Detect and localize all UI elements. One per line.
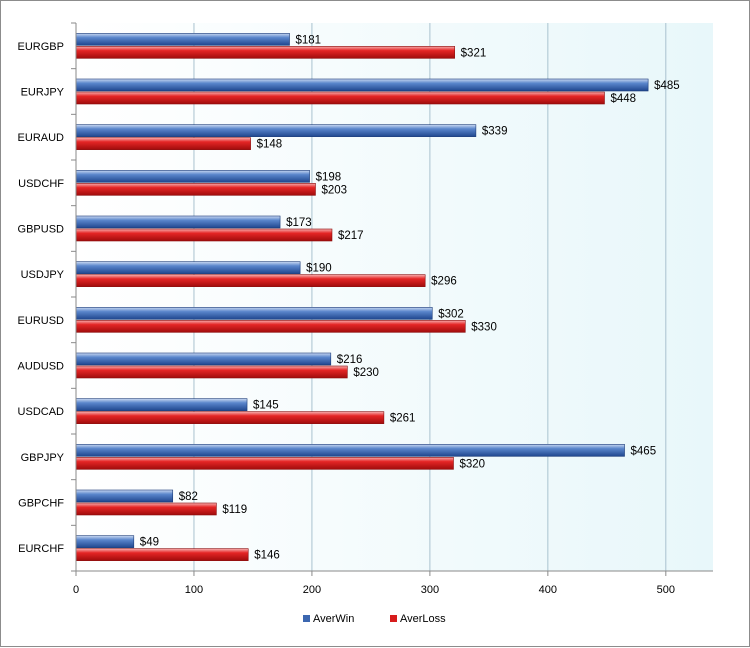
plot-area — [76, 23, 713, 571]
x-tick-label-400: 400 — [539, 584, 557, 596]
data-label-averwin-eurusd: $302 — [438, 308, 464, 320]
bar-averwin-usdcad — [75, 398, 248, 411]
bar-averwin-gbpjpy — [75, 444, 625, 457]
legend: AverWin AverLoss — [303, 613, 446, 625]
bar-averloss-euraud — [75, 137, 251, 150]
category-label-gbpjpy: GBPJPY — [21, 452, 65, 464]
data-label-averloss-eurjpy: $448 — [610, 93, 636, 105]
category-label-euraud: EURAUD — [18, 132, 65, 144]
bar-averwin-gbpusd — [75, 215, 281, 229]
bar-averloss-eurgbp — [75, 46, 455, 59]
data-label-averwin-gbpusd: $173 — [286, 217, 312, 229]
data-label-averloss-usdjpy: $296 — [431, 276, 457, 288]
data-label-averwin-usdcad: $145 — [253, 400, 279, 412]
category-label-audusd: AUDUSD — [18, 361, 65, 373]
x-tick-label-100: 100 — [185, 584, 203, 596]
bar-averloss-eurjpy — [75, 91, 605, 105]
data-label-averloss-usdchf: $203 — [321, 184, 347, 196]
x-tick-label-300: 300 — [421, 584, 439, 596]
data-label-averwin-audusd: $216 — [337, 354, 363, 366]
bar-averwin-eurchf — [75, 535, 135, 548]
data-label-averloss-eurchf: $146 — [254, 550, 280, 562]
data-label-averwin-euraud: $339 — [482, 126, 508, 138]
category-label-usdcad: USDCAD — [18, 406, 65, 418]
data-label-averloss-eurgbp: $321 — [461, 47, 487, 59]
x-tick-label-0: 0 — [73, 584, 79, 596]
legend-label-averwin: AverWin — [313, 613, 354, 625]
data-label-averloss-gbpchf: $119 — [222, 504, 247, 516]
bar-averwin-gbpchf — [75, 489, 174, 503]
bar-averwin-usdchf — [75, 170, 310, 183]
grid-lines — [193, 23, 667, 571]
category-label-eurgbp: EURGBP — [18, 41, 64, 53]
bar-averwin-eurusd — [75, 307, 433, 320]
bar-averwin-audusd — [75, 352, 332, 366]
bar-averloss-usdchf — [75, 183, 316, 196]
bar-averloss-eurusd — [75, 320, 466, 333]
plot-background — [76, 23, 713, 571]
data-label-averwin-gbpjpy: $465 — [631, 445, 657, 457]
data-label-averwin-gbpchf: $82 — [179, 491, 198, 503]
legend-swatch-averwin — [303, 615, 310, 622]
data-label-averwin-eurchf: $49 — [140, 537, 159, 549]
bar-averloss-gbpchf — [75, 502, 217, 516]
data-label-averloss-eurusd: $330 — [471, 321, 497, 333]
bar-averwin-usdjpy — [75, 261, 301, 274]
bar-averloss-usdjpy — [75, 274, 426, 287]
category-label-gbpchf: GBPCHF — [18, 498, 64, 510]
category-label-eurusd: EURUSD — [18, 315, 65, 327]
bar-averloss-gbpusd — [75, 228, 333, 242]
category-label-eurchf: EURCHF — [18, 543, 64, 555]
bar-averwin-eurgbp — [75, 33, 290, 46]
x-tick-label-500: 500 — [657, 584, 675, 596]
data-label-averwin-eurjpy: $485 — [654, 80, 680, 92]
data-label-averloss-euraud: $148 — [257, 139, 283, 151]
bar-averloss-audusd — [75, 365, 348, 379]
category-label-gbpusd: GBPUSD — [18, 224, 65, 236]
data-label-averwin-usdjpy: $190 — [306, 263, 332, 275]
category-label-usdchf: USDCHF — [18, 178, 64, 190]
axes: 0 100 200 300 400 500 — [71, 22, 713, 596]
bar-averloss-gbpjpy — [75, 457, 454, 470]
data-label-averwin-eurgbp: $181 — [296, 34, 322, 46]
bar-averloss-eurchf — [75, 548, 249, 561]
category-label-usdjpy: USDJPY — [21, 269, 65, 281]
bar-averwin-eurjpy — [75, 78, 649, 92]
bar-averwin-euraud — [75, 124, 477, 137]
x-tick-label-200: 200 — [303, 584, 321, 596]
bars: $181 $321 EURGBP $485 $448 EURJPY $339 $148 EURA… — [18, 33, 680, 562]
bar-averloss-usdcad — [75, 411, 385, 424]
legend-swatch-averloss — [390, 615, 397, 622]
data-label-averloss-gbpusd: $217 — [338, 230, 364, 242]
category-label-eurjpy: EURJPY — [21, 87, 65, 99]
legend-label-averloss: AverLoss — [400, 613, 446, 625]
data-label-averwin-usdchf: $198 — [316, 171, 342, 183]
data-label-averloss-usdcad: $261 — [390, 413, 416, 425]
data-label-averloss-audusd: $230 — [353, 367, 379, 379]
data-label-averloss-gbpjpy: $320 — [459, 458, 485, 470]
